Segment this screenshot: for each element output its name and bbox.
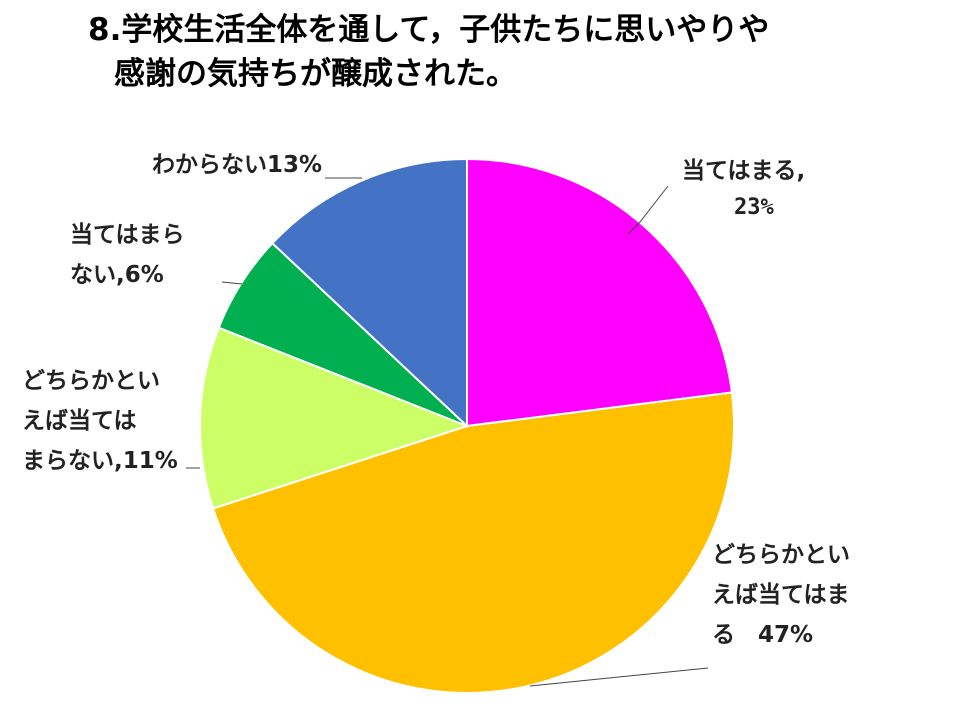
slice-label-2-line-3: る 47%	[712, 622, 813, 648]
leader-line-4	[221, 281, 243, 285]
leader-line-2	[529, 667, 709, 687]
chart-title-line2: 感謝の気持ちが醸成された。	[114, 56, 517, 92]
pie-slices	[199, 157, 735, 694]
pie-slice-5	[270, 157, 468, 429]
slice-label-5: わからない13%	[152, 152, 322, 178]
slice-label-1-line-2: 23%	[734, 195, 774, 220]
slice-label-3: どちらかといえば当てはまらない,11%	[22, 368, 178, 474]
slice-label-3-line-3: まらない,11%	[22, 448, 178, 474]
slice-label-2-line-2: えば当てはま	[712, 582, 850, 608]
slice-label-1: 当てはまる, 23%	[682, 158, 805, 220]
leader-lines	[186, 177, 709, 687]
chart-title: 8.学校生活全体を通して，子供たちに思いやりや 感謝の気持ちが醸成された。	[88, 8, 948, 96]
slice-label-2: どちらかといえば当てはまる 47%	[712, 542, 850, 648]
slice-label-1-line-1: 当てはまる,	[682, 158, 805, 184]
slice-label-2-line-1: どちらかとい	[712, 542, 850, 568]
slice-label-3-line-2: えば当ては	[22, 408, 137, 434]
slice-label-4-line-1: 当てはまら	[70, 222, 185, 248]
slice-labels: 当てはまる, 23%どちらかといえば当てはまる 47%どちらかといえば当てはまらな…	[22, 152, 850, 648]
slice-label-5-line-1: わからない13%	[152, 152, 322, 178]
chart-title-line1: 8.学校生活全体を通して，子供たちに思いやりや	[88, 12, 770, 48]
pie-slice-3	[199, 326, 470, 510]
leader-line-1	[627, 185, 669, 235]
slice-label-3-line-1: どちらかとい	[22, 368, 160, 394]
pie-slice-1	[466, 157, 734, 428]
slice-label-4: 当てはまらない,6%	[70, 222, 185, 288]
slice-label-4-line-2: ない,6%	[70, 262, 164, 288]
pie-slice-2	[211, 391, 735, 694]
